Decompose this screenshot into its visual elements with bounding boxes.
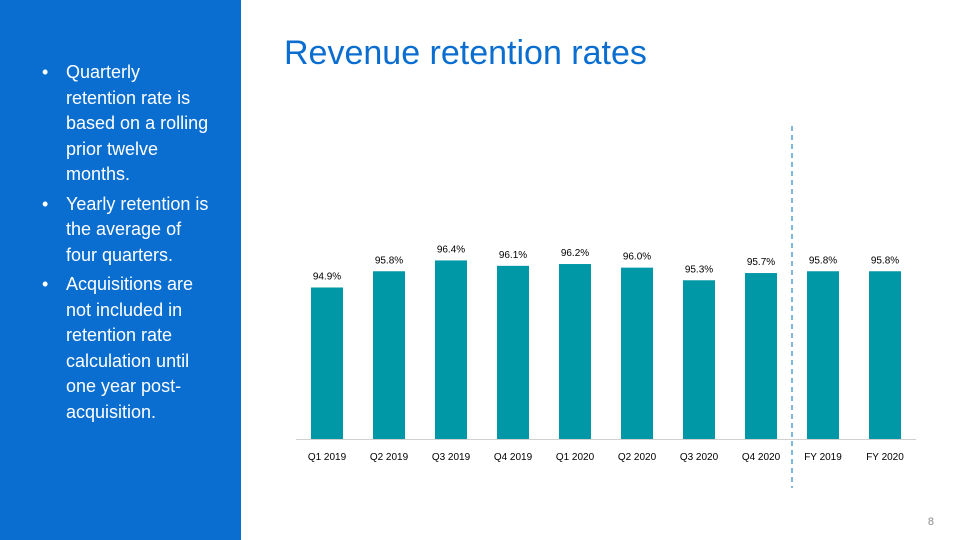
bar-8: [807, 271, 839, 439]
category-label-1: Q2 2019: [370, 452, 409, 463]
category-label-3: Q4 2019: [494, 452, 533, 463]
page-title: Revenue retention rates: [284, 34, 647, 72]
data-label-5: 96.0%: [623, 252, 651, 263]
page-number: 8: [927, 516, 934, 528]
category-label-2: Q3 2019: [432, 452, 471, 463]
bar-7: [745, 273, 777, 439]
bar-5: [621, 267, 653, 439]
bar-3: [497, 265, 529, 439]
category-label-7: Q4 2020: [742, 452, 781, 463]
category-label-9: FY 2020: [866, 452, 904, 463]
category-label-4: Q1 2020: [556, 452, 595, 463]
category-label-8: FY 2019: [804, 452, 842, 463]
notes-list: Quarterly retention rate is based on a r…: [42, 60, 212, 429]
bar-4: [559, 264, 591, 439]
note-bullet-1: Quarterly retention rate is based on a r…: [42, 60, 212, 188]
bar-9: [869, 271, 901, 439]
sidebar-panel: Quarterly retention rate is based on a r…: [0, 0, 241, 540]
data-label-8: 95.8%: [809, 255, 837, 266]
note-bullet-2: Yearly retention is the average of four …: [42, 192, 212, 269]
category-label-6: Q3 2020: [680, 452, 719, 463]
data-label-6: 95.3%: [685, 264, 713, 275]
data-label-1: 95.8%: [375, 255, 403, 266]
bar-0: [311, 287, 343, 439]
note-bullet-3: Acquisitions are not included in retenti…: [42, 272, 212, 425]
data-label-4: 96.2%: [561, 248, 589, 259]
bar-1: [373, 271, 405, 439]
data-label-0: 94.9%: [313, 271, 341, 282]
category-label-5: Q2 2020: [618, 452, 657, 463]
data-label-3: 96.1%: [499, 250, 527, 261]
data-label-7: 95.7%: [747, 257, 775, 268]
data-label-2: 96.4%: [437, 244, 465, 255]
bar-6: [683, 280, 715, 439]
bar-2: [435, 260, 467, 439]
data-label-9: 95.8%: [871, 255, 899, 266]
category-label-0: Q1 2019: [308, 452, 347, 463]
